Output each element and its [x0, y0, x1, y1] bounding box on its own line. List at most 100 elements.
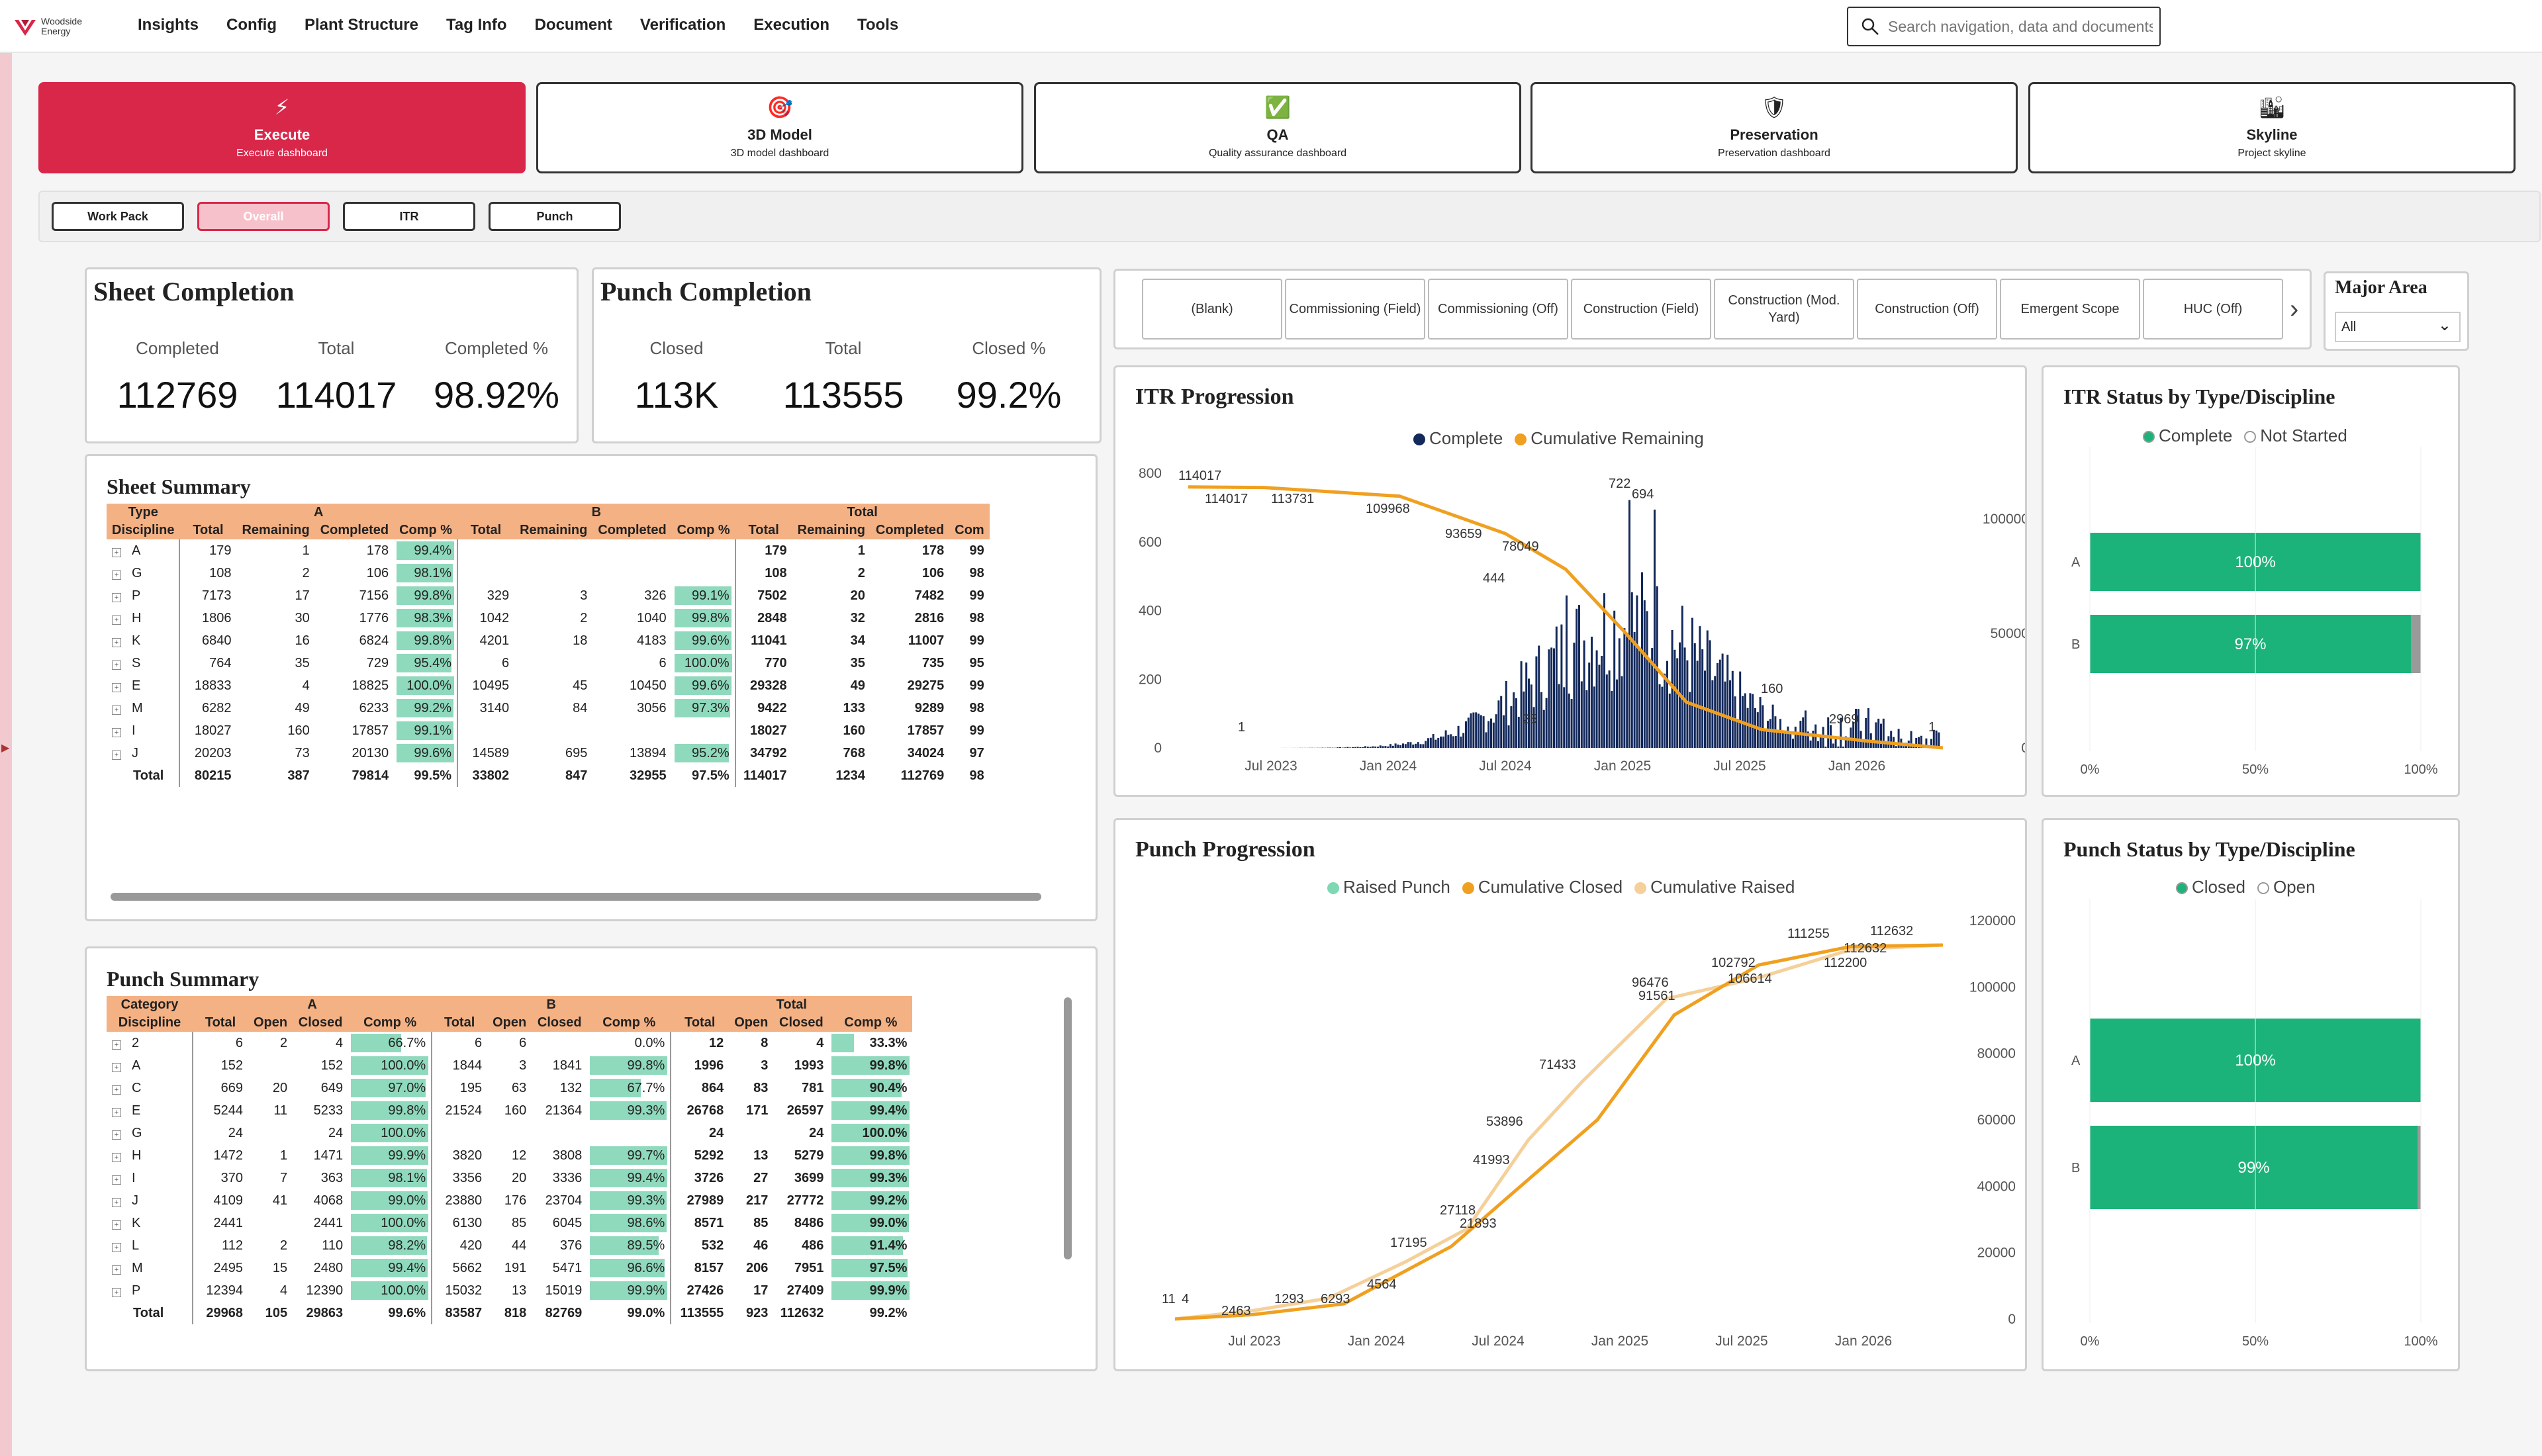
dashboard-card-3d-model[interactable]: 🎯 3D Model 3D model dashboard	[536, 82, 1023, 173]
table-cell: 18027	[179, 719, 237, 742]
filter-button[interactable]: Construction (Off)	[1857, 279, 1997, 340]
column-header[interactable]: Total	[179, 522, 237, 539]
column-header[interactable]: Remaining	[514, 522, 593, 539]
nav-execution[interactable]: Execution	[753, 16, 829, 34]
expand-icon[interactable]: +	[112, 570, 121, 580]
complete-bar	[1538, 645, 1540, 748]
table-cell: 3808	[552, 1148, 583, 1163]
expand-icon[interactable]: +	[112, 1242, 121, 1252]
column-header[interactable]: Completed	[314, 522, 395, 539]
expand-icon[interactable]: +	[112, 705, 121, 715]
nav-document[interactable]: Document	[534, 16, 612, 34]
column-header[interactable]: Comp %	[671, 522, 735, 539]
column-header[interactable]: Comp %	[587, 1014, 671, 1032]
column-header[interactable]: Comp %	[829, 1014, 913, 1032]
filter-button[interactable]: Construction (Mod. Yard)	[1714, 279, 1854, 340]
nav-config[interactable]: Config	[226, 16, 277, 34]
column-header[interactable]: Total	[193, 1014, 248, 1032]
column-header[interactable]: Total	[457, 522, 515, 539]
table-cell: 98	[969, 768, 984, 783]
cell-text: 97.0%	[388, 1080, 426, 1095]
complete-bar	[1553, 648, 1555, 748]
expand-icon[interactable]: +	[112, 1197, 121, 1207]
expand-icon[interactable]: +	[112, 1220, 121, 1230]
expand-icon[interactable]: +	[112, 1130, 121, 1140]
filter-button[interactable]: (Blank)	[1142, 279, 1282, 340]
column-header[interactable]: Total	[432, 1014, 488, 1032]
expand-icon[interactable]: +	[112, 1175, 121, 1185]
expand-icon[interactable]: +	[112, 682, 121, 692]
column-header[interactable]: Closed	[773, 1014, 829, 1032]
column-header[interactable]: Remaining	[792, 522, 871, 539]
dashboard-card-qa[interactable]: ✅ QA Quality assurance dashboard	[1034, 82, 1521, 173]
expand-icon[interactable]: +	[112, 615, 121, 625]
expand-icon[interactable]: +	[112, 1152, 121, 1162]
major-area-slicer: Major Area All ⌄	[2324, 271, 2469, 351]
column-header[interactable]: Open	[248, 1014, 293, 1032]
chevron-right-icon[interactable]: ›	[2290, 295, 2299, 324]
nav-plant-structure[interactable]: Plant Structure	[305, 16, 419, 34]
sidebar-collapsed[interactable]	[0, 53, 12, 1456]
complete-bar	[1545, 698, 1548, 748]
nav-tag-info[interactable]: Tag Info	[446, 16, 507, 34]
column-header[interactable]: Completed	[870, 522, 950, 539]
expand-icon[interactable]: +	[112, 727, 121, 737]
column-header[interactable]: Total	[735, 522, 792, 539]
table-cell	[514, 719, 592, 742]
tab-punch[interactable]: Punch	[489, 202, 621, 231]
sidebar-expand-icon[interactable]: ▶	[1, 743, 10, 754]
filter-button[interactable]: Construction (Field)	[1571, 279, 1711, 340]
column-header[interactable]: Discipline	[107, 522, 180, 539]
nav-tools[interactable]: Tools	[857, 16, 899, 34]
expand-icon[interactable]: +	[112, 1062, 121, 1072]
column-header[interactable]: Discipline	[107, 1014, 193, 1032]
column-header[interactable]: Comp %	[394, 522, 458, 539]
table-cell: 3140	[457, 697, 515, 719]
column-header[interactable]: Open	[729, 1014, 774, 1032]
expand-icon[interactable]: +	[112, 592, 121, 602]
expand-icon[interactable]: +	[112, 750, 121, 760]
horizontal-scrollbar[interactable]	[111, 893, 1041, 901]
column-header[interactable]: Remaining	[236, 522, 315, 539]
column-header[interactable]: Closed	[532, 1014, 588, 1032]
table-cell: 1806	[179, 607, 237, 629]
major-area-dropdown[interactable]: All ⌄	[2335, 312, 2461, 342]
filter-button[interactable]: Commissioning (Off)	[1428, 279, 1568, 340]
table-cell: 195	[431, 1077, 488, 1099]
dashboard-card-execute[interactable]: ⚡ Execute Execute dashboard	[38, 82, 526, 173]
search-input[interactable]	[1888, 17, 2153, 36]
complete-bar	[1515, 698, 1517, 748]
filter-button[interactable]: HUC (Off)	[2143, 279, 2283, 340]
column-header[interactable]: Completed	[592, 522, 672, 539]
column-header[interactable]: Total	[671, 1014, 730, 1032]
table-cell	[248, 1054, 293, 1077]
expand-icon[interactable]: +	[112, 637, 121, 647]
expand-icon[interactable]: +	[112, 1040, 121, 1050]
table-cell: 2480	[313, 1260, 344, 1275]
nav-insights[interactable]: Insights	[138, 16, 199, 34]
column-header[interactable]: Open	[487, 1014, 532, 1032]
dashboard-card-preservation[interactable]: 🛡 Preservation Preservation dashboard	[1530, 82, 2018, 173]
data-bar	[590, 1281, 668, 1300]
table-row: + G 108 2 106 98.1% 108 2 106 98	[107, 562, 990, 584]
filter-button[interactable]: Commissioning (Field)	[1285, 279, 1425, 340]
kpi-value: 99.2%	[956, 374, 1062, 416]
filter-button[interactable]: Emergent Scope	[2000, 279, 2140, 340]
expand-icon[interactable]: +	[112, 1287, 121, 1297]
expand-icon[interactable]: +	[112, 547, 121, 557]
expand-icon[interactable]: +	[112, 660, 121, 670]
nav-verification[interactable]: Verification	[639, 16, 726, 34]
tab-itr[interactable]: ITR	[343, 202, 475, 231]
tab-work-pack[interactable]: Work Pack	[52, 202, 184, 231]
vertical-scrollbar[interactable]	[1064, 997, 1072, 1259]
column-header[interactable]: Closed	[293, 1014, 349, 1032]
brand-logo[interactable]: Woodside Energy	[12, 12, 98, 41]
column-header[interactable]: Comp %	[348, 1014, 432, 1032]
expand-icon[interactable]: +	[112, 1085, 121, 1095]
dashboard-card-skyline[interactable]: 🏙 Skyline Project skyline	[2028, 82, 2516, 173]
data-bar	[397, 541, 454, 560]
column-header[interactable]: Com	[949, 522, 990, 539]
tab-overall[interactable]: Overall	[197, 202, 330, 231]
expand-icon[interactable]: +	[112, 1107, 121, 1117]
expand-icon[interactable]: +	[112, 1265, 121, 1275]
